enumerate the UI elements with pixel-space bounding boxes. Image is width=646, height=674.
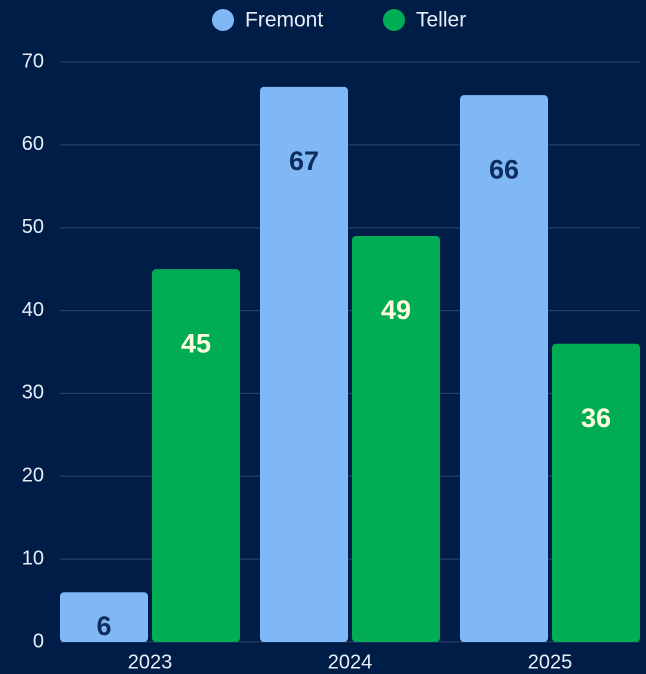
y-tick-label: 0 [33, 630, 44, 652]
legend-swatch [212, 9, 234, 31]
y-tick-label: 40 [22, 299, 44, 321]
value-label: 66 [489, 154, 519, 184]
x-tick-label: 2025 [528, 651, 573, 673]
y-tick-label: 10 [22, 547, 44, 569]
value-label: 67 [289, 146, 319, 176]
legend-label: Fremont [245, 9, 323, 32]
value-label: 36 [581, 403, 611, 433]
value-label: 6 [96, 611, 111, 641]
value-label: 49 [381, 295, 411, 325]
value-label: 45 [181, 328, 211, 358]
y-tick-label: 70 [22, 50, 44, 72]
legend-label: Teller [416, 9, 466, 32]
x-tick-label: 2023 [128, 651, 173, 673]
y-tick-label: 60 [22, 133, 44, 155]
bar [60, 592, 148, 642]
legend-swatch [383, 9, 405, 31]
bar [460, 95, 548, 642]
bar [352, 236, 440, 642]
y-tick-label: 30 [22, 382, 44, 404]
y-tick-label: 20 [22, 465, 44, 487]
bar [552, 343, 640, 642]
x-tick-label: 2024 [328, 651, 373, 673]
bar [152, 269, 240, 642]
y-tick-label: 50 [22, 216, 44, 238]
bar [260, 86, 348, 643]
